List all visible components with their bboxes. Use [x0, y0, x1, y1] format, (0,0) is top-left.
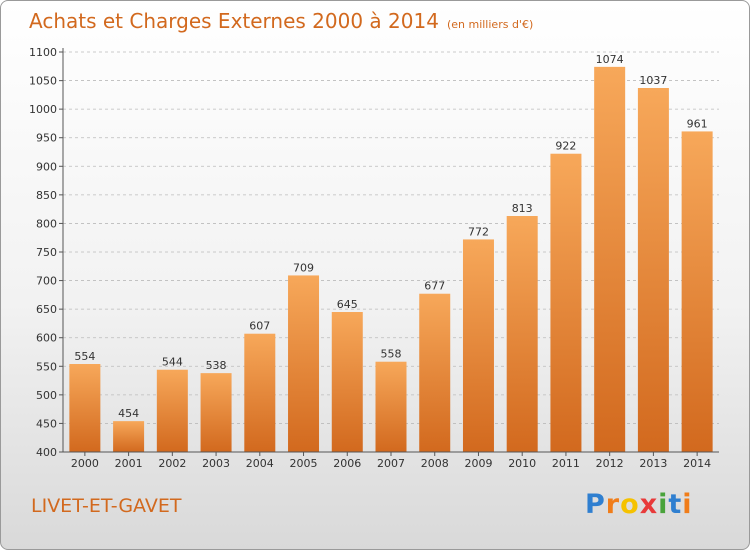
y-tick-label: 950: [36, 132, 57, 145]
bar[interactable]: [594, 66, 626, 452]
x-tick-label: 2005: [290, 457, 318, 470]
bar[interactable]: [637, 88, 669, 452]
x-tick-label: 2007: [377, 457, 405, 470]
bar[interactable]: [681, 131, 713, 452]
chart-title: Achats et Charges Externes 2000 à 2014: [29, 9, 439, 33]
x-tick-label: 2012: [596, 457, 624, 470]
logo-letter: o: [620, 489, 640, 520]
logo-letter: P: [585, 489, 606, 520]
y-tick-label: 1100: [29, 46, 57, 59]
y-tick-label: 1000: [29, 103, 57, 116]
x-tick-label: 2003: [202, 457, 230, 470]
y-tick-label: 450: [36, 417, 57, 430]
chart-subtitle: (en milliers d'€): [446, 18, 534, 31]
logo-letter: x: [639, 489, 659, 520]
bar[interactable]: [375, 361, 407, 452]
x-tick-label: 2011: [552, 457, 580, 470]
bar-value-label: 961: [687, 117, 708, 130]
bar-value-label: 544: [162, 356, 183, 369]
bar-value-label: 538: [206, 359, 227, 372]
y-tick-label: 750: [36, 246, 57, 259]
bar-value-label: 1037: [639, 74, 667, 87]
bar-value-label: 454: [118, 407, 139, 420]
bar-value-label: 677: [424, 280, 445, 293]
bar[interactable]: [506, 216, 538, 452]
labels: 400 450 500 550 600 650 700 750 800 850 900 950 1000…: [29, 46, 711, 470]
bar-value-label: 813: [512, 202, 533, 215]
bar[interactable]: [156, 369, 188, 452]
bar-value-label: 645: [337, 298, 358, 311]
x-tick-label: 2009: [464, 457, 492, 470]
logo-letter: i: [682, 489, 693, 520]
x-tick-label: 2002: [158, 457, 186, 470]
bars: [69, 66, 713, 452]
axes: [59, 48, 719, 456]
bar-value-label: 558: [381, 348, 402, 361]
x-tick-label: 2010: [508, 457, 536, 470]
bar[interactable]: [200, 373, 232, 452]
bar-value-label: 922: [555, 140, 576, 153]
x-tick-label: 2000: [71, 457, 99, 470]
x-tick-label: 2008: [421, 457, 449, 470]
bar[interactable]: [550, 153, 582, 452]
y-tick-label: 850: [36, 189, 57, 202]
bar-value-label: 554: [74, 350, 95, 363]
title-row: Achats et Charges Externes 2000 à 2014 (e…: [29, 9, 533, 33]
y-tick-label: 550: [36, 360, 57, 373]
bar[interactable]: [288, 275, 320, 452]
bar-value-label: 1074: [596, 53, 624, 66]
bar[interactable]: [69, 364, 101, 452]
x-tick-label: 2006: [333, 457, 361, 470]
logo-letter: t: [668, 489, 683, 520]
bar[interactable]: [462, 239, 494, 452]
bar[interactable]: [244, 333, 276, 452]
x-tick-label: 2001: [115, 457, 143, 470]
x-tick-label: 2004: [246, 457, 274, 470]
bar[interactable]: [331, 312, 363, 452]
proxiti-logo[interactable]: Proxiti: [585, 489, 693, 520]
logo-letter: i: [658, 489, 669, 520]
y-tick-label: 600: [36, 332, 57, 345]
y-tick-label: 1050: [29, 75, 57, 88]
bar-value-label: 772: [468, 225, 489, 238]
bar[interactable]: [113, 421, 145, 452]
y-tick-label: 500: [36, 389, 57, 402]
bar-value-label: 607: [249, 320, 270, 333]
bar-value-label: 709: [293, 261, 314, 274]
logo-letter: r: [605, 489, 621, 520]
y-tick-label: 900: [36, 160, 57, 173]
y-tick-label: 650: [36, 303, 57, 316]
bar[interactable]: [419, 293, 451, 452]
y-tick-label: 700: [36, 275, 57, 288]
y-tick-label: 800: [36, 217, 57, 230]
city-name: LIVET-ET-GAVET: [31, 495, 182, 517]
x-tick-label: 2013: [639, 457, 667, 470]
y-tick-label: 400: [36, 446, 57, 459]
x-tick-label: 2014: [683, 457, 711, 470]
